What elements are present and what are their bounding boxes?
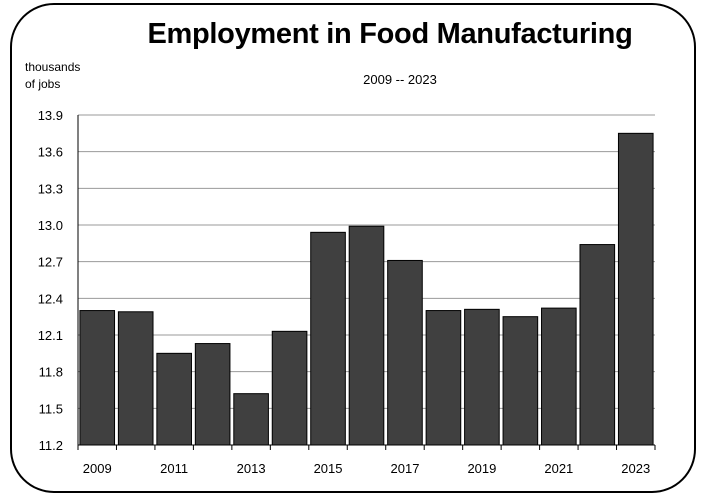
chart-title: Employment in Food Manufacturing bbox=[147, 18, 633, 50]
bar-2012 bbox=[194, 343, 231, 446]
chart-subtitle: 2009 -- 2023 bbox=[363, 72, 437, 87]
x-tick-label: 2009 bbox=[83, 461, 112, 476]
bar-2014 bbox=[271, 330, 308, 446]
bar-2013 bbox=[233, 393, 269, 446]
bar-2016 bbox=[348, 225, 385, 446]
y-tick-label: 13.6 bbox=[38, 145, 63, 160]
y-axis-label-line-1: thousands bbox=[25, 60, 81, 74]
y-tick-label: 11.8 bbox=[39, 365, 63, 380]
y-tick-label: 13.9 bbox=[38, 108, 63, 123]
x-tick-label: 2019 bbox=[467, 461, 496, 476]
bar-2018 bbox=[425, 310, 462, 446]
x-tick-label: 2015 bbox=[314, 461, 343, 476]
y-tick-label: 12.4 bbox=[38, 291, 63, 306]
bar-2009 bbox=[79, 310, 116, 446]
bar-2020 bbox=[502, 316, 539, 446]
bar-2019 bbox=[464, 308, 500, 446]
x-axis-ticks: 2009 2011 2013 2015 2017 2019 2021 2023 bbox=[77, 445, 656, 476]
x-tick-label: 2013 bbox=[237, 461, 266, 476]
x-tick-label: 2017 bbox=[391, 461, 420, 476]
bars bbox=[79, 132, 654, 446]
bar-2021 bbox=[541, 307, 577, 446]
y-tick-label: 12.1 bbox=[38, 328, 63, 343]
x-tick-label: 2023 bbox=[621, 461, 650, 476]
bar-2010 bbox=[117, 311, 154, 446]
y-tick-label: 13.3 bbox=[38, 181, 63, 196]
y-axis-ticks: 11.2 11.5 11.8 12.1 12.4 12.7 13.0 13.3 13.6 13.9 bbox=[38, 108, 63, 453]
y-tick-label: 12.7 bbox=[38, 255, 63, 270]
bar-2015 bbox=[310, 231, 346, 446]
x-tick-label: 2011 bbox=[160, 461, 188, 476]
bar-2011 bbox=[156, 352, 192, 446]
x-tick-label: 2021 bbox=[544, 461, 573, 476]
y-tick-label: 13.0 bbox=[38, 218, 63, 233]
y-axis-label: thousands of jobs bbox=[25, 59, 80, 93]
y-tick-label: 11.2 bbox=[39, 438, 63, 453]
y-tick-label: 11.5 bbox=[39, 401, 63, 416]
y-axis-label-line-2: of jobs bbox=[25, 77, 61, 91]
axes bbox=[77, 115, 655, 446]
bar-2022 bbox=[579, 244, 616, 446]
bar-2023 bbox=[617, 132, 654, 446]
bar-2017 bbox=[387, 259, 423, 446]
